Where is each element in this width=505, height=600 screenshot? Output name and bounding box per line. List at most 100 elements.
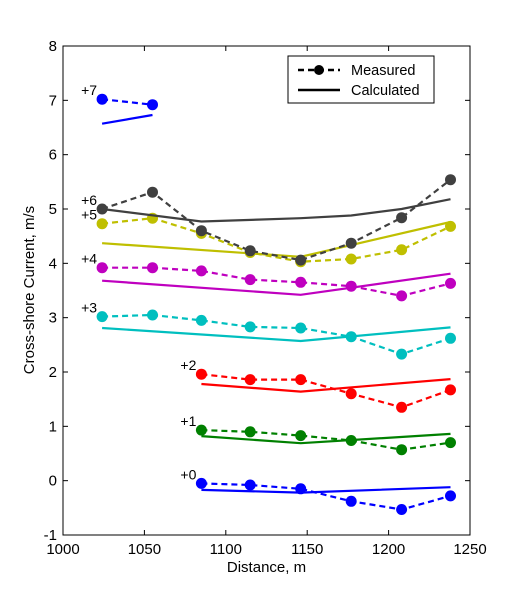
- measured-point: [396, 244, 408, 256]
- measured-point: [147, 309, 158, 321]
- measured-line: [101, 178, 452, 262]
- measured-point: [244, 274, 256, 286]
- y-tick-label: 6: [49, 147, 57, 164]
- measured-point: [96, 93, 108, 105]
- measured-point: [445, 277, 456, 289]
- series-6: [96, 174, 456, 266]
- measured-line: [201, 373, 451, 409]
- measured-point: [147, 262, 158, 274]
- measured-point: [345, 331, 357, 343]
- measured-line: [102, 313, 451, 356]
- series-7: [96, 93, 158, 125]
- measured-point: [445, 174, 456, 186]
- x-tick-label: 1050: [128, 541, 161, 558]
- measured-point: [244, 479, 256, 491]
- measured-point: [195, 424, 207, 436]
- measured-point: [396, 348, 408, 360]
- measured-point: [345, 495, 357, 507]
- y-tick-label: 5: [49, 201, 57, 218]
- measured-point: [96, 203, 108, 215]
- legend-box: [287, 55, 435, 104]
- calculated-line: [101, 198, 451, 223]
- y-tick-label: 7: [49, 92, 57, 109]
- offset-label: +7: [81, 82, 97, 98]
- measured-point: [295, 254, 307, 266]
- x-tick-label: 1000: [46, 541, 79, 558]
- series-1: [195, 424, 456, 456]
- y-tick-label: 0: [49, 473, 57, 490]
- offset-label: +1: [180, 413, 196, 429]
- calculated-line: [201, 378, 451, 393]
- measured-point: [396, 444, 408, 456]
- measured-point: [195, 368, 207, 380]
- measured-point: [445, 490, 456, 502]
- measured-point: [445, 332, 456, 344]
- axis-ticks: 1000 1050 1100 1150 1200 1250 -1 0 1 2 3 4 5 6 7 8: [44, 38, 487, 558]
- legend-measured-marker: [314, 65, 324, 75]
- measured-point: [244, 321, 256, 333]
- measured-point: [244, 374, 256, 386]
- series-4: [96, 262, 456, 302]
- measured-point: [345, 237, 357, 249]
- measured-point: [445, 220, 456, 232]
- measured-point: [396, 401, 408, 413]
- offset-label: +3: [81, 300, 97, 316]
- y-tick-label: 4: [49, 255, 57, 272]
- offset-labels: +0 +1 +2 +3 +4 +5+6 +7: [81, 82, 196, 482]
- measured-point: [195, 477, 207, 489]
- series-3: [96, 309, 456, 360]
- measured-point: [396, 504, 408, 515]
- measured-line: [201, 482, 451, 511]
- offset-label: +4: [81, 251, 97, 267]
- measured-point: [244, 426, 256, 438]
- measured-line: [201, 429, 451, 451]
- series-0: [195, 477, 456, 515]
- measured-point: [345, 388, 357, 400]
- legend-measured-label: Measured: [351, 63, 415, 79]
- measured-point: [345, 280, 357, 292]
- measured-point: [96, 262, 108, 274]
- x-axis-label: Distance, m: [227, 559, 306, 576]
- measured-point: [195, 314, 207, 326]
- measured-point: [295, 374, 307, 386]
- measured-point: [295, 276, 307, 288]
- measured-point: [96, 218, 108, 230]
- measured-point: [295, 322, 307, 334]
- y-tick-label: 3: [49, 310, 57, 327]
- y-tick-label: -1: [44, 527, 57, 544]
- measured-point: [295, 483, 307, 495]
- measured-point: [345, 253, 357, 265]
- calculated-line: [101, 113, 153, 125]
- measured-point: [396, 212, 408, 224]
- calculated-line: [201, 432, 451, 445]
- measured-line: [101, 98, 153, 106]
- x-tick-label: 1250: [453, 541, 486, 558]
- measured-point: [147, 99, 158, 111]
- measured-point: [295, 430, 307, 442]
- measured-point: [396, 290, 408, 302]
- measured-point: [195, 265, 207, 277]
- offset-label: +5: [81, 207, 97, 223]
- measured-point: [445, 437, 456, 449]
- y-tick-label: 8: [49, 38, 57, 55]
- y-tick-label: 2: [49, 364, 57, 381]
- series-2: [195, 368, 456, 413]
- x-tick-label: 1100: [210, 541, 242, 558]
- offset-label: +6: [81, 192, 97, 208]
- x-tick-label: 1200: [372, 541, 405, 558]
- measured-point: [147, 186, 158, 198]
- series-layer: [96, 93, 456, 515]
- y-tick-label: 1: [49, 418, 57, 435]
- offset-label: +2: [180, 357, 196, 373]
- offset-label: +0: [180, 466, 196, 482]
- legend: Measured Calculated: [287, 55, 435, 104]
- measured-point: [445, 384, 456, 396]
- y-axis-label: Cross-shore Current, m/s: [21, 206, 38, 374]
- measured-line: [102, 266, 451, 298]
- measured-point: [195, 225, 207, 237]
- measured-point: [96, 311, 108, 323]
- calculated-line: [102, 326, 451, 343]
- x-tick-label: 1150: [291, 541, 323, 558]
- measured-point: [345, 435, 357, 446]
